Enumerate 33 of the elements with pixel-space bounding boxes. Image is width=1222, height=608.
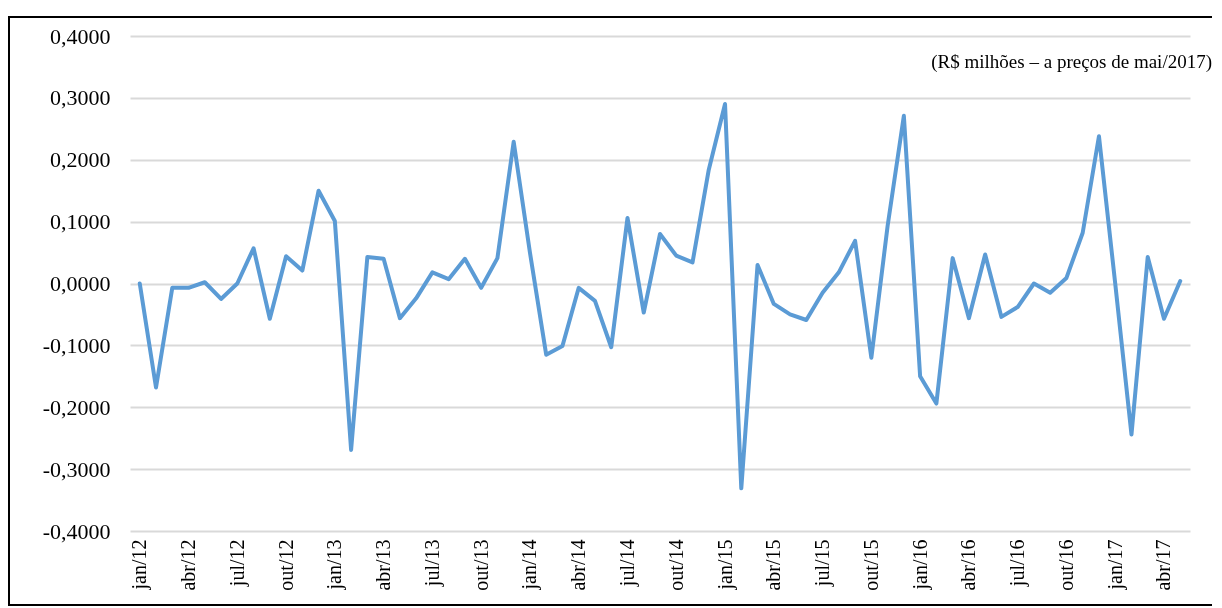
x-tick-label: jan/14: [518, 539, 542, 591]
x-tick-label: abr/16: [957, 539, 980, 591]
y-tick-label: 0,1000: [50, 209, 111, 235]
y-tick-label: 0,0000: [50, 271, 111, 296]
x-tick-label: out/15: [859, 539, 882, 591]
annotation: (R$ milhões – a preços de mai/2017): [931, 51, 1212, 73]
y-tick-label: 0,3000: [50, 85, 111, 111]
x-tick-label: jul/13: [420, 539, 444, 588]
x-tick-label: jan/12: [128, 539, 152, 591]
x-tick-label: out/14: [664, 539, 687, 591]
y-tick-label: -0,3000: [42, 456, 111, 482]
x-tick-label: abr/17: [1152, 539, 1175, 591]
x-tick-label: abr/12: [177, 539, 200, 591]
y-tick-label: -0,1000: [42, 332, 111, 358]
x-tick-label: jan/17: [1103, 539, 1127, 591]
y-tick-label: -0,4000: [42, 518, 111, 544]
x-tick-label: out/12: [274, 539, 297, 591]
x-tick-label: abr/14: [567, 539, 590, 591]
line-series: [137, 102, 1183, 491]
x-tick-label: jul/14: [615, 539, 639, 588]
y-tick-label: 0,2000: [50, 147, 111, 173]
y-tick-label: -0,2000: [42, 394, 111, 420]
x-tick-label: out/13: [469, 539, 492, 591]
x-tick-label: abr/13: [372, 539, 395, 591]
x-tick-label: jan/15: [713, 539, 737, 591]
y-tick-label: 0,4000: [50, 23, 111, 49]
x-tick-label: jan/13: [323, 539, 347, 591]
x-tick-label: out/16: [1054, 539, 1077, 591]
x-tick-label: jul/16: [1006, 539, 1030, 588]
x-tick-label: abr/15: [762, 539, 785, 591]
x-tick-label: jul/12: [225, 539, 249, 588]
x-tick-label: jan/16: [908, 539, 932, 591]
x-tick-label: jul/15: [811, 539, 835, 588]
